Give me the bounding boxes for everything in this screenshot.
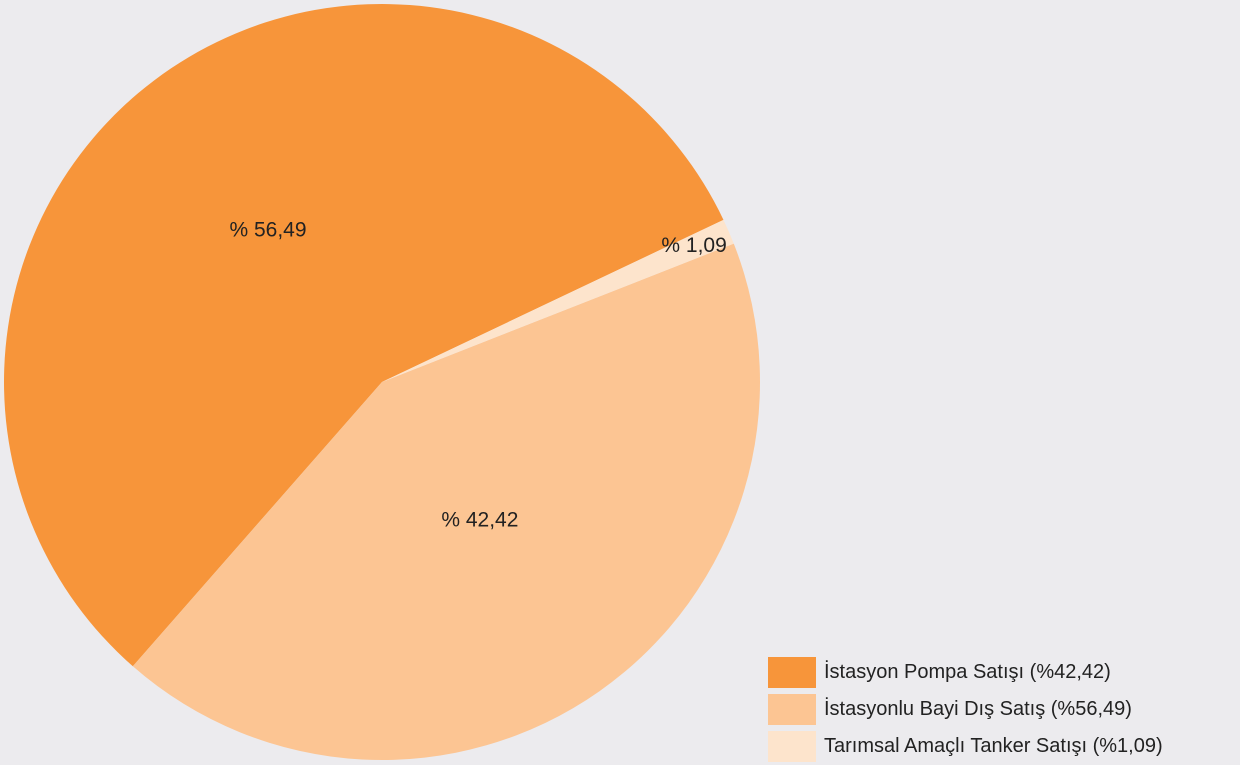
legend-item: İstasyon Pompa Satışı (%42,42) xyxy=(768,654,1236,691)
legend-swatch xyxy=(768,731,816,762)
pie-slices xyxy=(4,4,761,761)
pie-slice xyxy=(132,243,761,761)
legend: İstasyon Pompa Satışı (%42,42) İstasyonl… xyxy=(768,654,1236,765)
legend-label: İstasyonlu Bayi Dış Satış (%56,49) xyxy=(824,698,1132,720)
pie-slice xyxy=(4,4,724,667)
legend-item: Tarımsal Amaçlı Tanker Satışı (%1,09) xyxy=(768,728,1236,765)
pie-slice xyxy=(382,219,734,382)
pie-slice-label: % 1,09 xyxy=(661,234,726,257)
legend-item: İstasyonlu Bayi Dış Satış (%56,49) xyxy=(768,691,1236,728)
legend-label: Tarımsal Amaçlı Tanker Satışı (%1,09) xyxy=(824,735,1163,757)
pie-slice-label: % 56,49 xyxy=(229,219,306,242)
legend-label: İstasyon Pompa Satışı (%42,42) xyxy=(824,661,1111,683)
legend-swatch xyxy=(768,694,816,725)
pie-slice-label: % 42,42 xyxy=(441,509,518,532)
pie-slice-labels: % 56,49 % 42,42 % 1,09 xyxy=(229,219,726,532)
legend-swatch xyxy=(768,657,816,688)
